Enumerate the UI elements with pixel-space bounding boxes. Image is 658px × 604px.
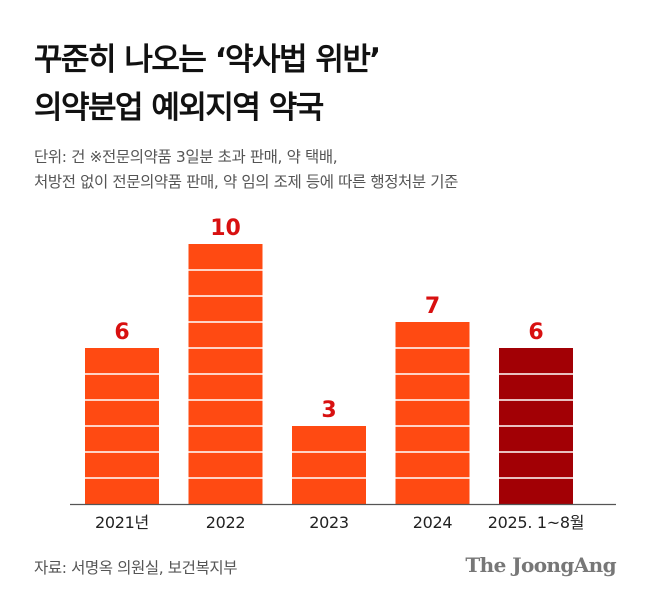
category-label-1: 2021년 xyxy=(95,513,149,532)
value-label-4: 7 xyxy=(425,294,440,319)
chart-title-line-2: 의약분업 예외지역 약국 xyxy=(34,90,324,126)
value-label-2: 10 xyxy=(210,216,241,241)
chart-subtitle-line-1: 단위: 건 ※전문의약품 3일분 초과 판매, 약 택배, xyxy=(34,148,338,166)
category-label-3: 2023 xyxy=(309,513,349,532)
source-note: 자료: 서명옥 의원실, 보건복지부 xyxy=(34,559,238,577)
value-label-1: 6 xyxy=(114,320,129,345)
category-label-2: 2022 xyxy=(206,513,246,532)
bar-3 xyxy=(292,426,366,504)
category-label-4: 2024 xyxy=(413,513,453,532)
bar-4 xyxy=(395,322,470,504)
value-label-5: 6 xyxy=(528,320,543,345)
value-label-3: 3 xyxy=(321,398,336,423)
brand-logo: The JoongAng xyxy=(465,553,616,577)
category-label-5: 2025. 1~8월 xyxy=(488,513,584,532)
chart-subtitle-line-2: 처방전 없이 전문의약품 판매, 약 임의 조제 등에 따른 행정처분 기준 xyxy=(34,173,459,191)
chart-title-line-1: 꾸준히 나오는 ‘약사법 위반’ xyxy=(34,42,381,78)
